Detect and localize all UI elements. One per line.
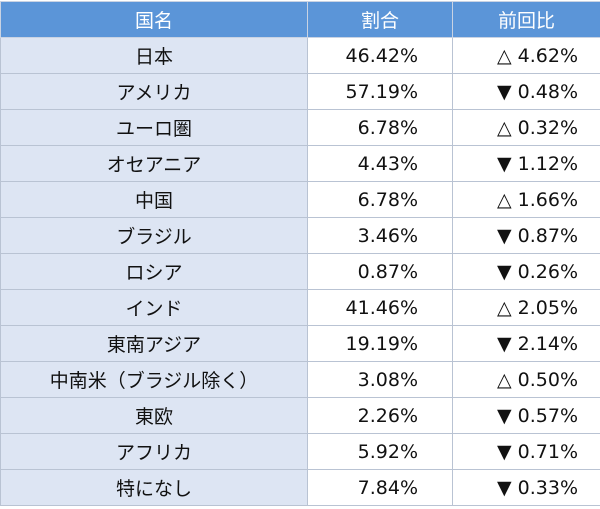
table-cell: ▼ 0.33% bbox=[453, 470, 600, 506]
table-cell: 6.78% bbox=[308, 110, 453, 146]
table-cell: 4.43% bbox=[308, 146, 453, 182]
table-cell: 19.19% bbox=[308, 326, 453, 362]
table-cell: ▼ 1.12% bbox=[453, 146, 600, 182]
table-header: 国名割合前回比 bbox=[1, 2, 600, 38]
header-row: 国名割合前回比 bbox=[1, 2, 600, 38]
table-cell: オセアニア bbox=[1, 146, 308, 182]
table-cell: ブラジル bbox=[1, 218, 308, 254]
table-cell: ▼ 0.26% bbox=[453, 254, 600, 290]
table-cell: 日本 bbox=[1, 38, 308, 74]
table-cell: ▼ 0.48% bbox=[453, 74, 600, 110]
table-cell: 2.26% bbox=[308, 398, 453, 434]
table-cell: 3.08% bbox=[308, 362, 453, 398]
table-cell: 中国 bbox=[1, 182, 308, 218]
table-cell: ▼ 0.71% bbox=[453, 434, 600, 470]
table-cell: ▼ 0.57% bbox=[453, 398, 600, 434]
table-cell: 7.84% bbox=[308, 470, 453, 506]
table-cell: 46.42% bbox=[308, 38, 453, 74]
table-cell: 5.92% bbox=[308, 434, 453, 470]
table-row: 中南米（ブラジル除く）3.08%△ 0.50% bbox=[1, 362, 600, 398]
table-cell: アメリカ bbox=[1, 74, 308, 110]
table-cell: 57.19% bbox=[308, 74, 453, 110]
table-cell: インド bbox=[1, 290, 308, 326]
table-cell: 中南米（ブラジル除く） bbox=[1, 362, 308, 398]
table-cell: 3.46% bbox=[308, 218, 453, 254]
header-cell: 割合 bbox=[308, 2, 453, 38]
header-cell: 国名 bbox=[1, 2, 308, 38]
table-cell: 東欧 bbox=[1, 398, 308, 434]
table-cell: 特になし bbox=[1, 470, 308, 506]
header-cell: 前回比 bbox=[453, 2, 600, 38]
table-cell: ユーロ圏 bbox=[1, 110, 308, 146]
table-cell: △ 0.50% bbox=[453, 362, 600, 398]
table-cell: 東南アジア bbox=[1, 326, 308, 362]
table-cell: ロシア bbox=[1, 254, 308, 290]
table-cell: △ 4.62% bbox=[453, 38, 600, 74]
table-cell: 6.78% bbox=[308, 182, 453, 218]
table-cell: 41.46% bbox=[308, 290, 453, 326]
table-cell: アフリカ bbox=[1, 434, 308, 470]
table-cell: ▼ 2.14% bbox=[453, 326, 600, 362]
table-cell: ▼ 0.87% bbox=[453, 218, 600, 254]
table-cell: △ 2.05% bbox=[453, 290, 600, 326]
table-cell: △ 0.32% bbox=[453, 110, 600, 146]
table-cell: 0.87% bbox=[308, 254, 453, 290]
table-cell: △ 1.66% bbox=[453, 182, 600, 218]
